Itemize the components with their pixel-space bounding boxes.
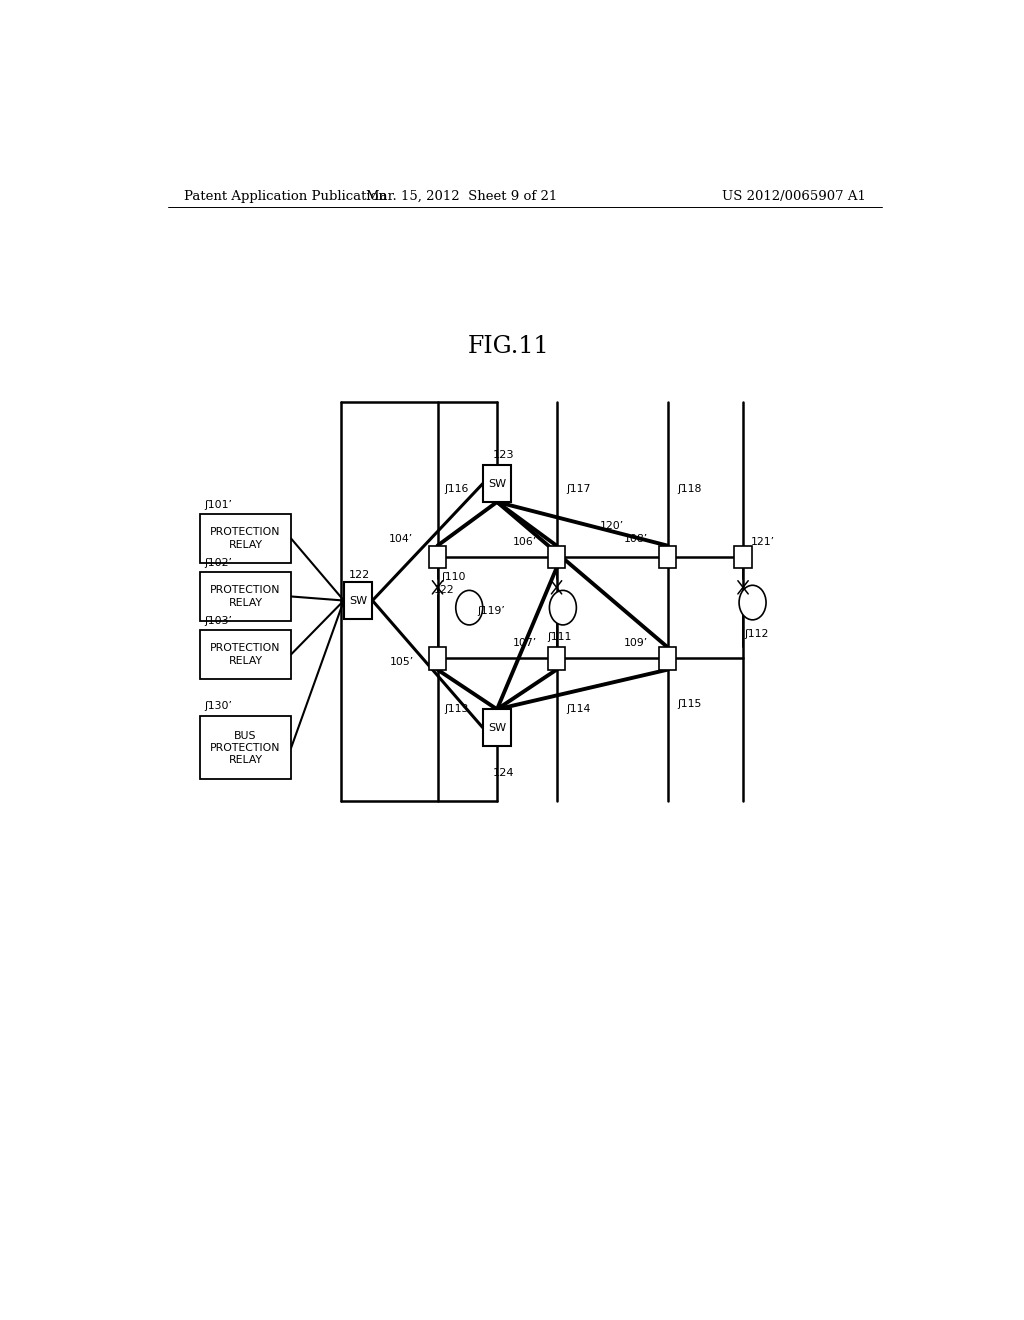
Circle shape	[456, 590, 482, 624]
Text: BUS
PROTECTION
RELAY: BUS PROTECTION RELAY	[210, 730, 281, 766]
Text: SW: SW	[488, 722, 506, 733]
Circle shape	[739, 585, 766, 620]
Text: ʃ116: ʃ116	[443, 484, 468, 494]
Text: ʃ110: ʃ110	[441, 573, 466, 582]
Text: Patent Application Publication: Patent Application Publication	[183, 190, 386, 202]
Text: US 2012/0065907 A1: US 2012/0065907 A1	[722, 190, 866, 202]
Text: ʃ114: ʃ114	[566, 705, 591, 714]
Text: PROTECTION
RELAY: PROTECTION RELAY	[210, 527, 281, 549]
FancyBboxPatch shape	[658, 647, 677, 669]
Text: SW: SW	[349, 595, 368, 606]
Text: PROTECTION
RELAY: PROTECTION RELAY	[210, 585, 281, 607]
Text: 122: 122	[348, 570, 370, 581]
Text: 108’: 108’	[624, 533, 648, 544]
FancyBboxPatch shape	[658, 545, 677, 568]
Text: 120’: 120’	[600, 521, 625, 532]
Text: FIG.11: FIG.11	[468, 335, 550, 358]
Text: ʃ113: ʃ113	[443, 705, 468, 714]
FancyBboxPatch shape	[548, 545, 565, 568]
Text: ʃ130’: ʃ130’	[204, 701, 232, 711]
FancyBboxPatch shape	[734, 545, 752, 568]
Text: 122: 122	[433, 586, 455, 595]
Text: ʃ102’: ʃ102’	[204, 558, 232, 568]
Text: Mar. 15, 2012  Sheet 9 of 21: Mar. 15, 2012 Sheet 9 of 21	[366, 190, 557, 202]
FancyBboxPatch shape	[200, 717, 291, 779]
Text: ʃ112: ʃ112	[744, 630, 769, 639]
Text: ʃ103’: ʃ103’	[204, 616, 232, 626]
Text: 105’: 105’	[390, 656, 414, 667]
Text: 121’: 121’	[751, 537, 775, 546]
Text: ʃ101’: ʃ101’	[204, 500, 232, 510]
Text: 104’: 104’	[388, 533, 413, 544]
Text: ʃ111: ʃ111	[547, 632, 571, 643]
FancyBboxPatch shape	[200, 572, 291, 620]
FancyBboxPatch shape	[200, 630, 291, 678]
FancyBboxPatch shape	[344, 582, 373, 619]
Text: ʃ118: ʃ118	[677, 484, 701, 494]
Text: ʃ115: ʃ115	[677, 700, 701, 709]
Text: 124: 124	[494, 768, 514, 779]
FancyBboxPatch shape	[200, 515, 291, 562]
Text: 107’: 107’	[513, 639, 538, 648]
Circle shape	[550, 590, 577, 624]
FancyBboxPatch shape	[429, 647, 446, 669]
Text: PROTECTION
RELAY: PROTECTION RELAY	[210, 643, 281, 665]
FancyBboxPatch shape	[482, 466, 511, 502]
Text: SW: SW	[488, 479, 506, 488]
Text: 106’: 106’	[513, 537, 538, 546]
FancyBboxPatch shape	[548, 647, 565, 669]
Text: ʃ117: ʃ117	[566, 484, 591, 494]
Text: ʃ119’: ʃ119’	[477, 606, 505, 616]
Text: 123: 123	[494, 450, 515, 461]
FancyBboxPatch shape	[429, 545, 446, 568]
FancyBboxPatch shape	[482, 709, 511, 746]
Text: 109’: 109’	[624, 639, 648, 648]
